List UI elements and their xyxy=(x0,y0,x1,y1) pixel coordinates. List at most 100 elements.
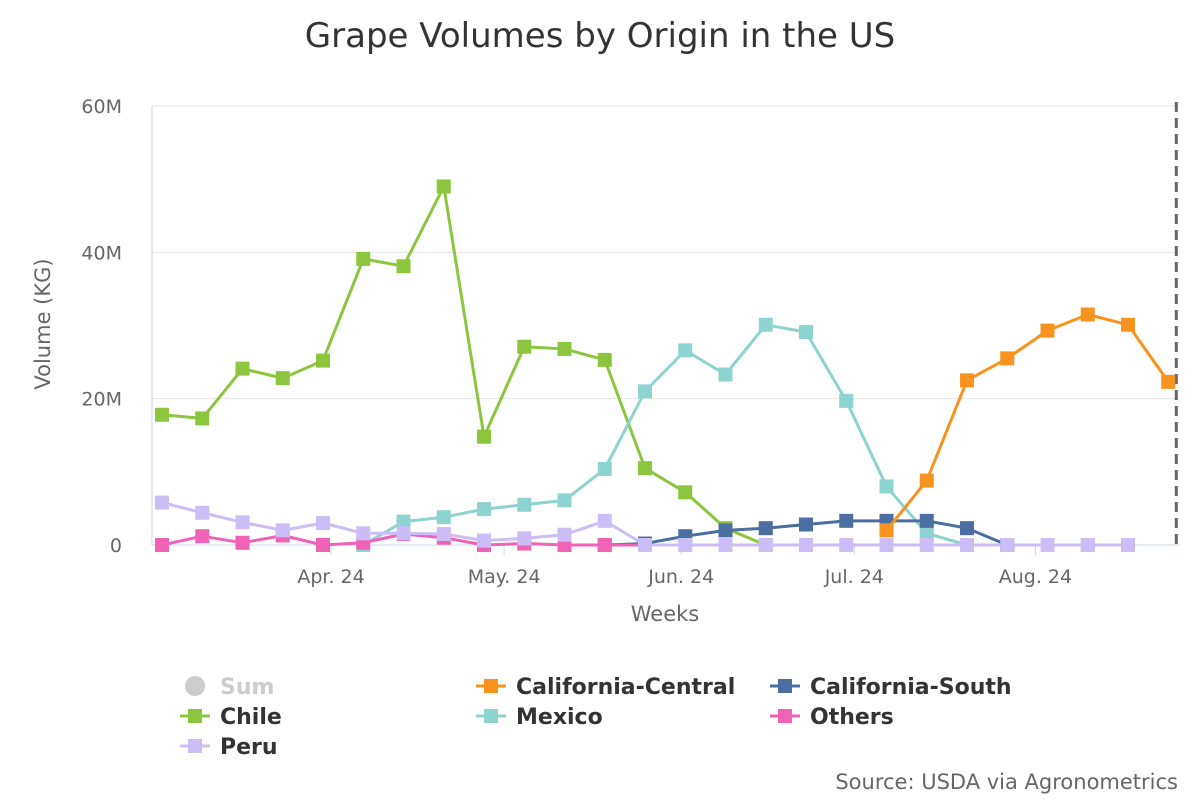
data-point-peru[interactable] xyxy=(1121,538,1135,552)
data-point-california-central[interactable] xyxy=(1040,323,1055,338)
data-point-others[interactable] xyxy=(235,535,250,550)
legend-label-peru: Peru xyxy=(220,735,278,760)
data-point-california-central[interactable] xyxy=(1161,374,1176,389)
data-point-california-central[interactable] xyxy=(1080,307,1095,322)
data-point-others[interactable] xyxy=(155,538,169,552)
data-point-mexico[interactable] xyxy=(758,317,773,332)
data-point-peru[interactable] xyxy=(799,538,813,552)
data-point-peru[interactable] xyxy=(1040,538,1055,552)
data-point-peru[interactable] xyxy=(638,538,652,552)
legend-item-mexico[interactable]: Mexico xyxy=(476,705,603,730)
legend-item-california-south[interactable]: California-South xyxy=(770,675,1012,700)
data-point-mexico[interactable] xyxy=(718,367,733,382)
data-point-peru[interactable] xyxy=(678,538,693,552)
data-point-california-central[interactable] xyxy=(919,473,934,488)
data-point-peru[interactable] xyxy=(155,495,169,510)
data-point-peru[interactable] xyxy=(316,516,330,531)
legend-item-chile[interactable]: Chile xyxy=(180,705,282,730)
data-point-chile[interactable] xyxy=(356,251,371,266)
legend-item-sum[interactable]: Sum xyxy=(185,675,274,700)
data-point-chile[interactable] xyxy=(638,461,652,476)
series-line-california-central xyxy=(885,313,1170,532)
data-point-peru[interactable] xyxy=(396,526,411,541)
data-point-chile[interactable] xyxy=(557,341,572,356)
data-point-california-south[interactable] xyxy=(799,517,813,532)
series-layer xyxy=(155,179,1176,552)
credits: Source: USDA via Agronometrics xyxy=(835,770,1178,794)
data-point-mexico[interactable] xyxy=(557,493,572,508)
data-point-mexico[interactable] xyxy=(799,325,813,340)
data-point-chile[interactable] xyxy=(195,411,210,426)
data-point-mexico[interactable] xyxy=(597,461,612,476)
data-point-peru[interactable] xyxy=(235,515,250,530)
x-tick-label: Jul. 24 xyxy=(824,566,884,588)
y-tick-label: 60M xyxy=(81,96,122,118)
data-point-california-central[interactable] xyxy=(1000,351,1015,366)
data-point-mexico[interactable] xyxy=(477,502,491,517)
y-tick-label: 40M xyxy=(81,242,122,264)
data-point-peru[interactable] xyxy=(477,533,491,548)
data-point-chile[interactable] xyxy=(477,429,491,444)
data-point-mexico[interactable] xyxy=(919,526,934,541)
legend-symbol-mexico xyxy=(484,709,498,723)
legend-symbol-peru xyxy=(188,739,202,753)
data-point-peru[interactable] xyxy=(195,505,210,520)
data-point-mexico[interactable] xyxy=(879,479,894,494)
data-point-mexico[interactable] xyxy=(678,343,693,358)
legend-item-peru[interactable]: Peru xyxy=(180,735,278,760)
data-point-mexico[interactable] xyxy=(517,497,532,512)
data-point-peru[interactable] xyxy=(919,538,934,552)
legend-label-mexico: Mexico xyxy=(516,705,603,730)
data-point-peru[interactable] xyxy=(839,538,854,552)
legend-label-california-central: California-Central xyxy=(516,675,735,700)
legend-symbol-sum xyxy=(185,676,205,696)
data-point-california-south[interactable] xyxy=(839,513,854,528)
data-point-mexico[interactable] xyxy=(839,393,854,408)
data-point-california-south[interactable] xyxy=(758,521,773,536)
data-point-peru[interactable] xyxy=(758,538,773,552)
data-point-others[interactable] xyxy=(195,529,210,544)
data-point-california-south[interactable] xyxy=(718,523,733,538)
data-point-chile[interactable] xyxy=(235,361,250,376)
data-point-chile[interactable] xyxy=(275,371,290,386)
legend-symbol-california-south xyxy=(778,679,792,693)
data-point-chile[interactable] xyxy=(436,179,451,194)
data-point-peru[interactable] xyxy=(597,513,612,528)
data-point-chile[interactable] xyxy=(155,407,169,422)
data-point-chile[interactable] xyxy=(597,352,612,367)
data-point-others[interactable] xyxy=(597,538,612,552)
data-point-peru[interactable] xyxy=(275,523,290,538)
data-point-others[interactable] xyxy=(316,538,330,552)
series-mexico xyxy=(356,317,1095,552)
data-point-mexico[interactable] xyxy=(396,514,411,529)
axis-layer: 0 20M 40M 60M Apr. 24 May. 24 Jun. 24 Jul. 24 Au… xyxy=(81,96,1180,588)
data-point-california-south[interactable] xyxy=(960,521,974,536)
legend-symbol-chile xyxy=(188,709,202,723)
data-point-california-central[interactable] xyxy=(960,373,974,388)
data-point-chile[interactable] xyxy=(678,485,693,500)
data-point-mexico[interactable] xyxy=(436,510,451,525)
data-point-peru[interactable] xyxy=(356,526,371,541)
data-point-peru[interactable] xyxy=(1000,538,1015,552)
data-point-mexico[interactable] xyxy=(638,384,652,399)
data-point-chile[interactable] xyxy=(396,259,411,274)
legend-item-california-central[interactable]: California-Central xyxy=(476,675,735,700)
data-point-peru[interactable] xyxy=(879,538,894,552)
legend-label-others: Others xyxy=(810,705,894,730)
legend-item-others[interactable]: Others xyxy=(770,705,894,730)
data-point-peru[interactable] xyxy=(557,527,572,542)
data-point-california-south[interactable] xyxy=(919,513,934,528)
data-point-chile[interactable] xyxy=(517,339,532,354)
data-point-peru[interactable] xyxy=(1080,538,1095,552)
legend-symbol-others xyxy=(778,709,792,723)
data-point-peru[interactable] xyxy=(960,538,974,552)
data-point-peru[interactable] xyxy=(517,531,532,546)
chart-title: Grape Volumes by Origin in the US xyxy=(305,16,895,56)
data-point-california-central[interactable] xyxy=(879,523,894,538)
data-point-california-central[interactable] xyxy=(1121,317,1135,332)
legend-label-sum: Sum xyxy=(220,675,274,700)
data-point-peru[interactable] xyxy=(436,527,451,542)
data-point-peru[interactable] xyxy=(718,538,733,552)
data-point-chile[interactable] xyxy=(316,353,330,368)
